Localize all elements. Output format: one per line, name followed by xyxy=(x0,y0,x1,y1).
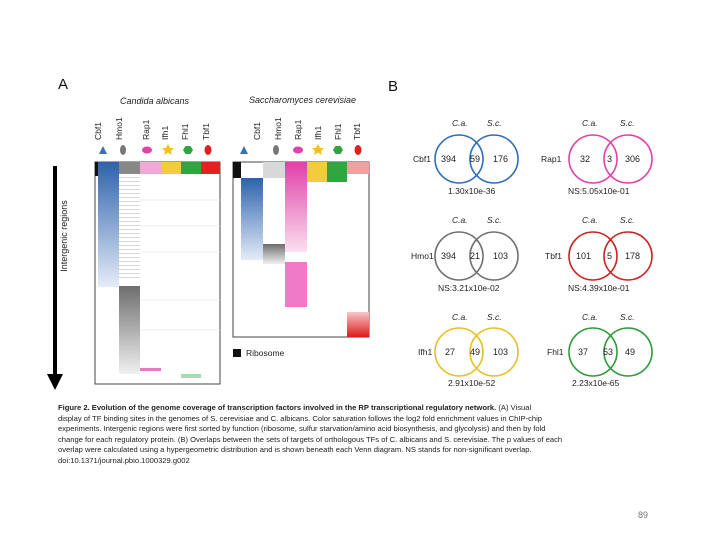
heatmap-sc xyxy=(232,161,370,338)
venn-count-left: 27 xyxy=(445,347,456,357)
venn-pvalue: 1.30x10e-36 xyxy=(448,186,496,196)
venn-fhl1 xyxy=(568,327,653,377)
venn-count-mid: 21 xyxy=(470,251,481,261)
panel-a-label: A xyxy=(58,76,69,93)
star-icon xyxy=(162,144,174,155)
caption-line: experiments. Intergenic regions were fir… xyxy=(58,424,546,434)
page-number: 89 xyxy=(638,510,649,520)
venn-count-left: 101 xyxy=(576,251,592,261)
venn-head-ca: C.a. xyxy=(582,118,598,128)
venn-pvalue: 2.91x10e-52 xyxy=(448,378,496,388)
venn-count-mid: 5 xyxy=(607,251,613,261)
venn-head-sc: S.c. xyxy=(487,312,502,322)
hexagon-icon xyxy=(183,146,193,154)
ribosome-legend-label: Ribosome xyxy=(246,348,285,358)
venn-count-right: 176 xyxy=(493,154,509,164)
oval-icon xyxy=(293,146,303,154)
venn-head-ca: C.a. xyxy=(452,118,468,128)
venn-tbf1 xyxy=(568,231,653,281)
oval-icon xyxy=(120,145,126,155)
venn-tf-label: Hmo1 xyxy=(411,251,434,261)
venn-pvalue: NS:5.05x10e-01 xyxy=(568,186,630,196)
caption-line: (A) Visual xyxy=(498,403,532,412)
caption-line: change for each regulatory protein. (B) … xyxy=(58,434,563,444)
venn-count-right: 103 xyxy=(493,251,509,261)
venn-count-mid: 59 xyxy=(470,154,481,164)
venn-count-right: 306 xyxy=(625,154,641,164)
star-icon xyxy=(312,144,324,155)
triangle-icon xyxy=(99,146,107,154)
venn-count-left: 32 xyxy=(580,154,591,164)
figure-caption: Figure 2. Evolution of the genome covera… xyxy=(58,403,678,467)
axis-arrow xyxy=(47,166,63,390)
venn-pvalue: NS:4.39x10e-01 xyxy=(568,283,630,293)
venn-head-sc: S.c. xyxy=(487,215,502,225)
oval-icon xyxy=(142,146,152,154)
venn-ifh1 xyxy=(434,327,519,377)
venn-tf-label: Rap1 xyxy=(541,154,562,164)
venn-head-ca: C.a. xyxy=(582,215,598,225)
venn-hmo1 xyxy=(434,231,519,281)
triangle-icon xyxy=(240,146,248,154)
tf-symbols-sc xyxy=(240,144,362,155)
oval-icon xyxy=(273,145,279,155)
venn-pvalue: NS:3.21x10e-02 xyxy=(438,283,500,293)
oval-icon xyxy=(354,145,362,155)
panel-b-label: B xyxy=(388,78,399,95)
caption-title: Figure 2. Evolution of the genome covera… xyxy=(58,403,497,412)
venn-tf-label: Cbf1 xyxy=(413,154,431,164)
caption-line: display of TF binding sites in the genom… xyxy=(58,413,543,423)
venn-cbf1 xyxy=(434,134,519,184)
species-title-sc: Saccharomyces cerevisiae xyxy=(249,95,357,105)
oval-icon xyxy=(204,145,212,155)
venn-tf-label: Ifh1 xyxy=(418,347,433,357)
venn-pvalue: 2.23x10e-65 xyxy=(572,378,620,388)
venn-count-mid: 3 xyxy=(607,154,613,164)
caption-line: overlap were calculated using a hypergeo… xyxy=(58,445,532,455)
venn-head-sc: S.c. xyxy=(620,215,635,225)
species-title-ca: Candida albicans xyxy=(120,96,190,106)
venn-head-ca: C.a. xyxy=(452,215,468,225)
venn-count-left: 37 xyxy=(578,347,589,357)
venn-head-sc: S.c. xyxy=(620,312,635,322)
heatmap-ca xyxy=(94,161,221,385)
venn-count-right: 103 xyxy=(493,347,509,357)
caption-doi: doi:10.1371/journal.pbio.1000329.g002 xyxy=(58,455,190,465)
venn-head-ca: C.a. xyxy=(582,312,598,322)
venn-head-ca: C.a. xyxy=(452,312,468,322)
venn-count-mid: 53 xyxy=(603,347,614,357)
venn-count-right: 49 xyxy=(625,347,636,357)
venn-count-right: 178 xyxy=(625,251,641,261)
tf-symbols-ca xyxy=(99,144,212,155)
venn-rap1 xyxy=(568,134,653,184)
hexagon-icon xyxy=(333,146,343,154)
venn-head-sc: S.c. xyxy=(620,118,635,128)
venn-tf-label: Fhl1 xyxy=(547,347,564,357)
venn-tf-label: Tbf1 xyxy=(545,251,563,261)
ribosome-legend-swatch xyxy=(233,349,241,357)
venn-count-left: 394 xyxy=(441,251,457,261)
venn-count-mid: 49 xyxy=(470,347,481,357)
venn-head-sc: S.c. xyxy=(487,118,502,128)
venn-count-left: 394 xyxy=(441,154,457,164)
